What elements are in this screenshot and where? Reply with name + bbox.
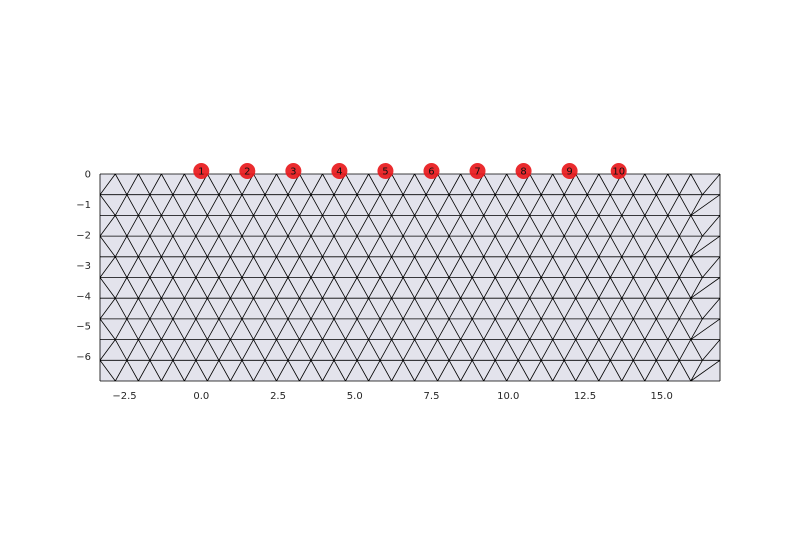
electrode-marker <box>377 163 394 179</box>
y-tick-label: −3 <box>76 261 91 272</box>
electrode-label: 6 <box>428 167 434 178</box>
y-tick-label: −2 <box>76 230 91 241</box>
electrode-marker <box>561 163 578 179</box>
x-tick-label: 15.0 <box>651 391 673 402</box>
electrode-label: 7 <box>474 167 480 178</box>
y-tick-label: −5 <box>76 322 91 333</box>
electrode-label: 3 <box>290 167 296 178</box>
electrode-label: 4 <box>336 167 342 178</box>
y-tick-label: −4 <box>76 291 91 302</box>
electrode-marker <box>469 163 486 179</box>
y-tick-label: 0 <box>85 170 91 181</box>
x-tick-label: 10.0 <box>497 391 519 402</box>
electrode-label: 10 <box>612 167 625 178</box>
electrodes: 1 2 3 4 5 6 7 8 9 10 <box>193 163 627 179</box>
y-tick-label: −6 <box>76 352 91 363</box>
electrode-marker <box>239 163 256 179</box>
electrode-label: 8 <box>520 167 526 178</box>
electrode-marker <box>423 163 440 179</box>
x-tick-label: 7.5 <box>424 391 440 402</box>
y-tick-label: −1 <box>76 200 91 211</box>
electrode-label: 9 <box>566 167 572 178</box>
x-tick-label: 5.0 <box>347 391 363 402</box>
mesh <box>99 173 721 382</box>
electrode-label: 1 <box>198 167 204 178</box>
x-tick-label: 2.5 <box>270 391 286 402</box>
mesh-edges <box>99 173 721 382</box>
electrode-marker <box>285 163 302 179</box>
y-axis-ticks: 0 −1 −2 −3 −4 −5 −6 <box>76 170 91 364</box>
electrode-marker <box>331 163 348 179</box>
x-tick-label: −2.5 <box>112 391 136 402</box>
electrode-marker <box>515 163 532 179</box>
x-tick-label: 12.5 <box>574 391 596 402</box>
electrode-label: 2 <box>244 167 250 178</box>
electrode-marker <box>193 163 210 179</box>
electrode-label: 5 <box>382 167 388 178</box>
x-axis-ticks: −2.5 0.0 2.5 5.0 7.5 10.0 12.5 15.0 <box>112 391 672 402</box>
electrode-marker <box>610 163 627 179</box>
x-tick-label: 0.0 <box>193 391 209 402</box>
